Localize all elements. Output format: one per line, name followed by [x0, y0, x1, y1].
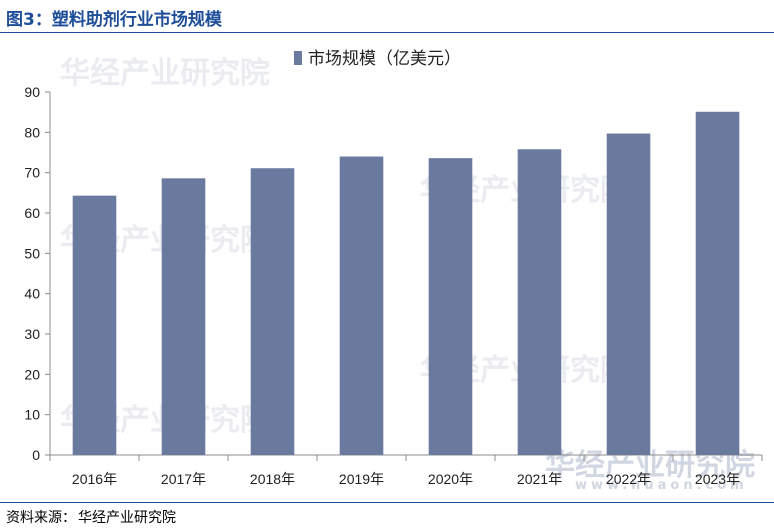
- bar: [695, 111, 740, 455]
- legend-swatch: [294, 51, 302, 65]
- y-tick-label: 10: [24, 407, 40, 423]
- y-tick-label: 80: [24, 124, 40, 140]
- x-tick-label: 2020年: [428, 471, 473, 487]
- x-tick-label: 2019年: [339, 471, 384, 487]
- x-axis: 2016年 2017年 2018年 2019年 2020年 2021年 2022年 2023年: [49, 454, 763, 487]
- x-tick-label: 2017年: [161, 471, 206, 487]
- legend-label: 市场规模（亿美元）: [308, 49, 461, 69]
- y-tick-label: 70: [24, 165, 40, 181]
- y-tick-label: 50: [24, 245, 40, 261]
- y-tick-label: 90: [24, 84, 40, 100]
- bar: [161, 178, 206, 455]
- bar: [428, 158, 473, 455]
- bar: [339, 156, 384, 456]
- figure-title: 图3：塑料助剂行业市场规模: [6, 10, 222, 30]
- legend: 市场规模（亿美元）: [294, 49, 461, 69]
- y-axis: 0 10 20 30 40 50 60 70 80 90: [24, 84, 51, 463]
- header-divider: [0, 32, 774, 33]
- bar: [250, 168, 295, 456]
- bar-series: [72, 111, 740, 456]
- x-tick-label: 2023年: [695, 471, 740, 487]
- source-note: 资料来源： 华经产业研究院: [6, 507, 178, 527]
- footer-divider: [0, 502, 774, 503]
- x-tick-label: 2018年: [250, 471, 295, 487]
- y-tick-label: 40: [24, 286, 40, 302]
- bar: [606, 133, 651, 455]
- source-label: 资料来源：: [6, 510, 76, 526]
- y-tick-label: 60: [24, 205, 40, 221]
- bar: [517, 149, 562, 456]
- y-tick-label: 30: [24, 326, 40, 342]
- x-tick-label: 2022年: [606, 471, 651, 487]
- source-value: 华经产业研究院: [78, 510, 176, 526]
- x-tick-label: 2016年: [72, 471, 117, 487]
- bar: [72, 195, 117, 455]
- y-tick-label: 0: [32, 447, 40, 463]
- x-tick-label: 2021年: [517, 471, 562, 487]
- y-tick-label: 20: [24, 366, 40, 382]
- figure-header: 图3：塑料助剂行业市场规模: [0, 0, 774, 34]
